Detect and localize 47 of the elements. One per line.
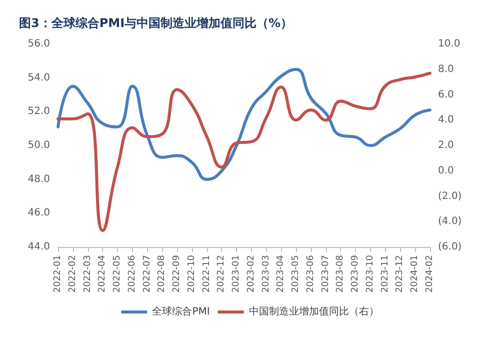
line-series [56, 68, 432, 181]
x-tick-label: 2022-06 [127, 254, 138, 293]
y2-tick-label: 10.0 [438, 38, 460, 50]
x-tick-label: 2023-09 [350, 254, 361, 293]
x-tick-label: 2023-02 [246, 255, 256, 293]
x-tick-label: 2022-05 [112, 255, 123, 293]
x-tick-label: 2023-12 [395, 255, 406, 293]
y-tick-label: 52.0 [28, 106, 50, 118]
y-tick-label: 44.0 [28, 242, 50, 252]
x-tick-label: 2023-11 [380, 255, 390, 293]
y2-tick-label: (6.0) [438, 242, 462, 252]
y-tick-label: 46.0 [28, 208, 50, 219]
x-tick-label: 2022-04 [98, 254, 108, 293]
x-tick-label: 2024-01 [410, 255, 420, 293]
x-tick-label: 2023-04 [276, 254, 286, 293]
x-tick-label: 2022-11 [202, 255, 212, 293]
x-tick-label: 2023-08 [336, 254, 346, 293]
x-tick-label: 2022-09 [172, 254, 182, 293]
legend-label: 全球综合PMI [152, 306, 210, 318]
y-tick-label: 50.0 [28, 140, 50, 151]
x-tick-label: 2023-10 [365, 254, 376, 293]
x-tick-label: 2023-07 [320, 255, 331, 293]
x-tick-label: 2022-08 [157, 254, 168, 293]
y2-tick-label: 6.0 [438, 89, 454, 100]
line-series [56, 72, 432, 232]
x-tick-label: 2022-12 [216, 255, 227, 293]
y2-tick-label: (2.0) [438, 190, 462, 202]
x-tick-label: 2022-10 [186, 254, 197, 293]
y-tick-label: 54.0 [28, 72, 50, 84]
x-tick-label: 2022-07 [142, 255, 152, 293]
y-tick-label: 48.0 [28, 174, 50, 185]
x-tick-label: 2023-05 [291, 255, 302, 293]
x-tick-label: 2022-01 [53, 255, 63, 293]
y2-tick-label: 2.0 [438, 140, 454, 151]
legend-label: 中国制造业增加值同比（右） [248, 306, 379, 318]
y2-tick-label: (4.0) [438, 216, 462, 228]
x-tick-label: 2022-02 [68, 255, 78, 293]
y2-tick-label: 4.0 [438, 114, 454, 126]
y-tick-label: 56.0 [28, 38, 50, 50]
x-tick-label: 2023-03 [261, 255, 272, 293]
x-tick-label: 2024-02 [425, 255, 435, 293]
x-tick-label: 2022-03 [82, 255, 93, 293]
x-tick-label: 2023-01 [232, 255, 242, 293]
y2-tick-label: 0.0 [438, 165, 454, 176]
y2-tick-label: 8.0 [438, 64, 454, 75]
x-tick-label: 2023-06 [306, 254, 316, 293]
chart-title: 图3：全球综合PMI与中国制造业增加值同比（%） [19, 16, 293, 30]
